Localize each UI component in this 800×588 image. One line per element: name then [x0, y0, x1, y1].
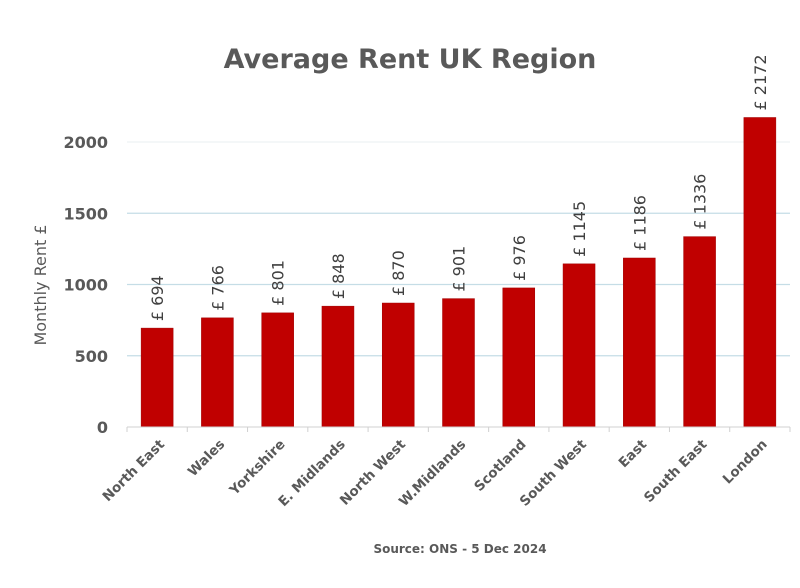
data-label: £ 901: [450, 246, 469, 292]
bar: [201, 317, 234, 428]
bar: [562, 263, 596, 428]
x-tick-label: East: [616, 436, 651, 471]
data-label: £ 2172: [751, 55, 770, 111]
data-label: £ 694: [148, 275, 167, 321]
data-label: £ 766: [208, 265, 227, 311]
y-tick-label: 500: [75, 347, 108, 366]
bar: [683, 236, 716, 428]
bars: £ 694 £ 766 £ 801 £ 848 £ 870 £ 901 £ 976 £ 114…: [140, 55, 777, 428]
bar: [321, 305, 355, 428]
y-tick-label: 1500: [63, 204, 108, 223]
bar: [261, 312, 294, 428]
x-tick-label: North East: [99, 436, 168, 505]
source-note: Source: ONS - 5 Dec 2024: [373, 542, 546, 556]
data-label: £ 976: [510, 235, 529, 281]
y-tick-label: 1000: [63, 276, 108, 295]
y-tick-label: 0: [97, 418, 108, 437]
chart-title: Average Rent UK Region: [224, 44, 597, 75]
x-tick-label: Scotland: [471, 437, 529, 495]
x-tick-label: London: [720, 437, 771, 488]
data-label: £ 801: [269, 260, 288, 306]
bar: [743, 117, 777, 428]
y-axis-ticks: 0 500 1000 1500 2000: [63, 133, 108, 437]
x-tick-label: Yorkshire: [226, 437, 289, 500]
bar: [623, 257, 656, 428]
bar: [381, 302, 415, 428]
bar: [502, 287, 536, 428]
bar: [442, 298, 475, 428]
data-label: £ 848: [329, 253, 348, 299]
x-tick-label: Wales: [185, 437, 228, 480]
x-tick-label: South East: [641, 436, 711, 506]
data-label: £ 1145: [570, 201, 589, 257]
data-label: £ 1336: [691, 174, 710, 230]
y-tick-label: 2000: [63, 133, 108, 152]
bar: [140, 327, 174, 428]
data-label: £ 870: [389, 250, 408, 296]
data-label: £ 1186: [630, 195, 649, 251]
y-axis-label: Monthly Rent £: [31, 224, 50, 345]
